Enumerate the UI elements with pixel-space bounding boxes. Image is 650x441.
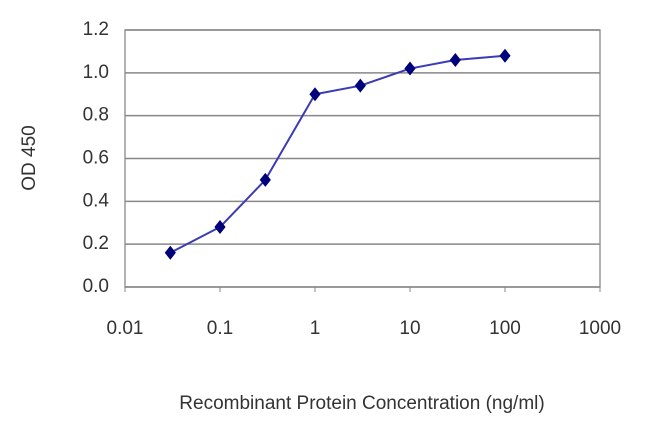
y-tick-label: 0.6 — [83, 148, 109, 169]
x-tick-label: 10 — [399, 318, 420, 339]
data-point — [259, 172, 271, 187]
y-tick-label: 1.0 — [83, 62, 109, 83]
y-tick-label: 1.2 — [83, 19, 109, 40]
data-point — [309, 87, 321, 102]
x-tick-label: 1000 — [579, 318, 621, 339]
y-tick-label: 0.8 — [83, 105, 109, 126]
y-tick-label: 0.4 — [83, 190, 110, 211]
data-point — [354, 78, 366, 93]
x-tick-label: 100 — [489, 318, 521, 339]
x-axis-title: Recombinant Protein Concentration (ng/ml… — [179, 393, 544, 414]
data-point — [214, 220, 226, 235]
y-tick-label: 0.0 — [83, 276, 109, 297]
data-point — [404, 61, 416, 76]
data-point — [499, 48, 511, 63]
x-tick-label: 0.1 — [207, 318, 233, 339]
x-tick-label: 1 — [310, 318, 321, 339]
data-line — [169, 54, 506, 254]
data-point — [449, 52, 461, 67]
data-point — [164, 245, 176, 260]
x-tick-label: 0.01 — [107, 318, 144, 339]
y-tick-label: 0.2 — [83, 233, 109, 254]
y-axis-title: OD 450 — [19, 125, 40, 190]
